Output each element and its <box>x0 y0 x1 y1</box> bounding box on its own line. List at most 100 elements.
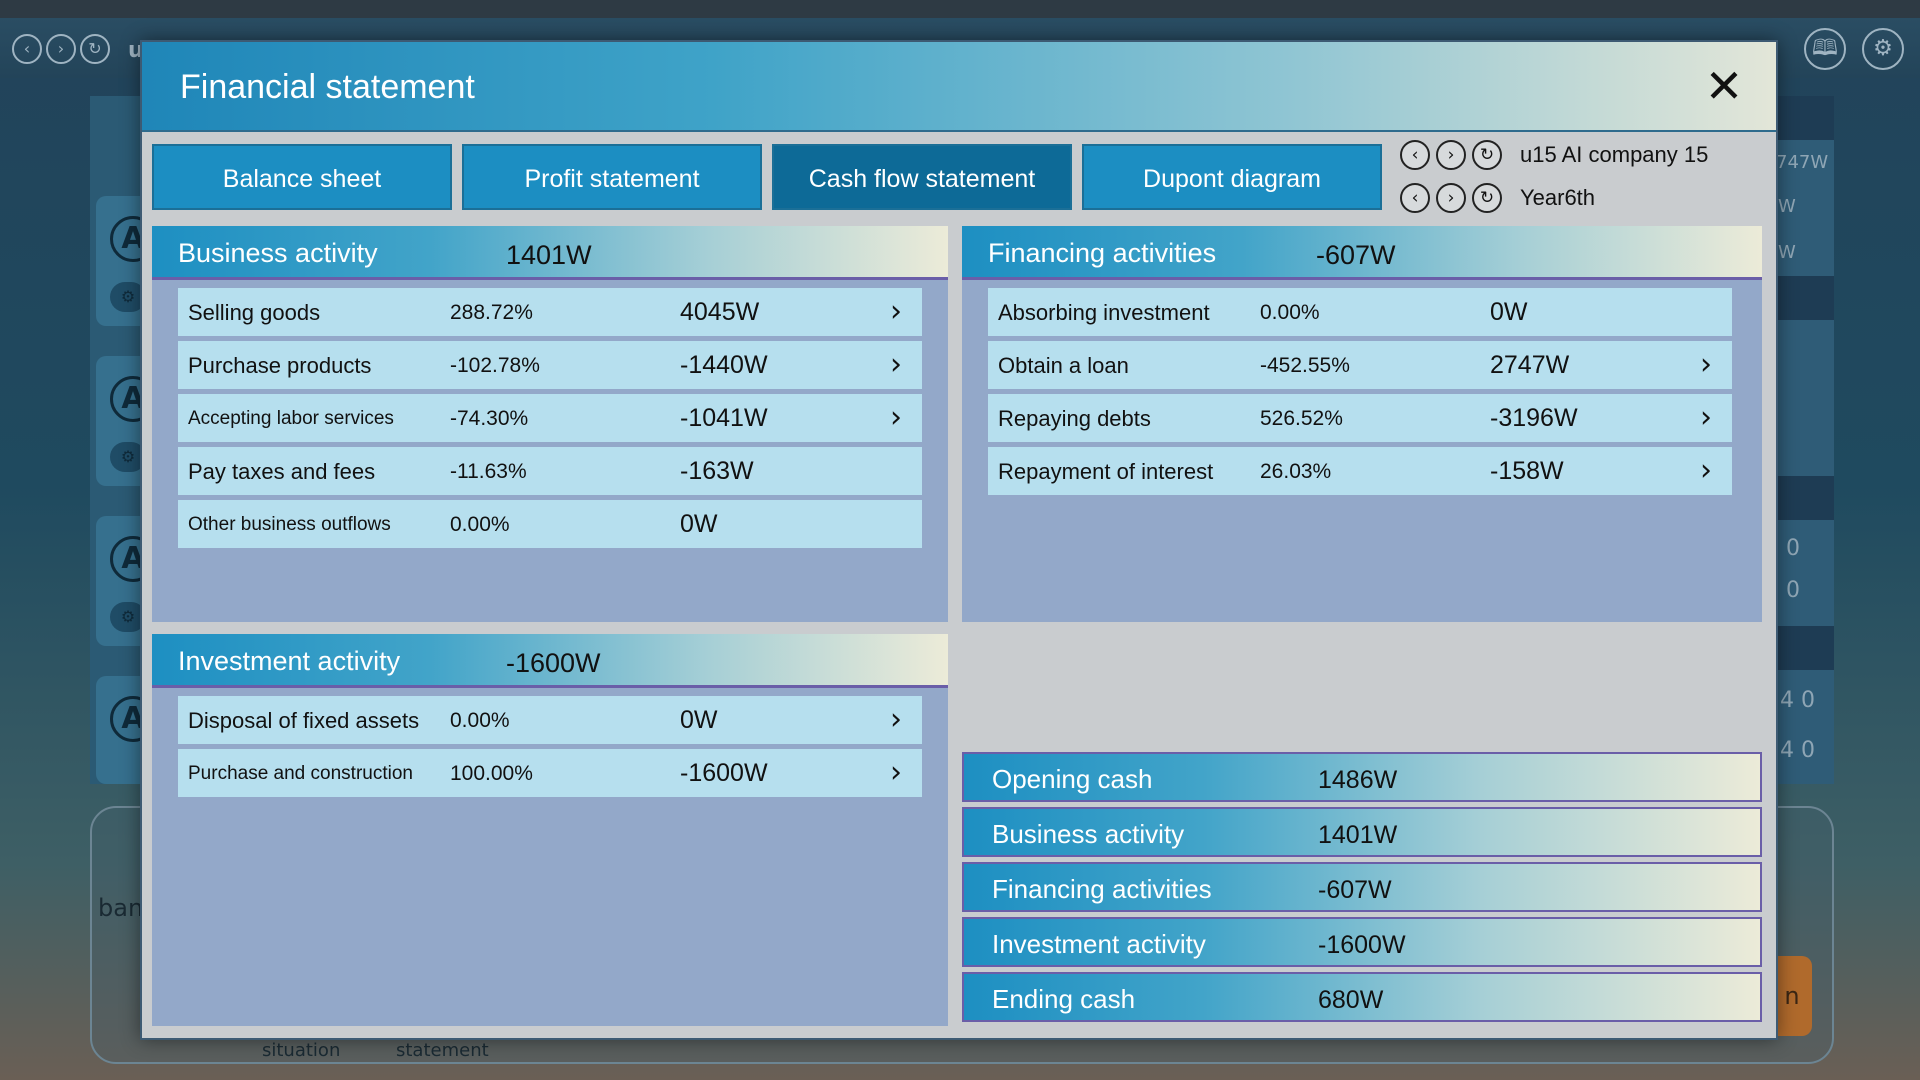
financing-activities-header: Financing activities -607W <box>962 226 1762 280</box>
bg-right-band <box>1776 476 1834 520</box>
row-label: Repaying debts <box>998 406 1151 431</box>
financing-row-absorbing-investment: Absorbing investment 0.00% 0W <box>988 288 1732 336</box>
investment-row-purchase-and-construction[interactable]: Purchase and construction 100.00% -1600W… <box>178 749 922 797</box>
financing-row-obtain-a-loan[interactable]: Obtain a loan -452.55% 2747W › <box>988 341 1732 389</box>
row-label: Disposal of fixed assets <box>188 708 420 733</box>
tab-balance-sheet[interactable]: Balance sheet <box>152 144 452 210</box>
row-label: Pay taxes and fees <box>188 459 376 484</box>
row-amount: -158W <box>1490 457 1564 485</box>
bg-bottom-text: ban <box>98 894 144 922</box>
year-prev-icon[interactable]: ‹ <box>1400 183 1430 213</box>
chevron-right-icon[interactable]: › <box>890 400 902 435</box>
summary-label: Investment activity <box>992 929 1206 959</box>
summary-value: 1401W <box>1318 821 1398 849</box>
chevron-right-icon[interactable]: › <box>890 755 902 790</box>
summary-label: Ending cash <box>992 984 1136 1014</box>
investment-row-disposal-of-fixed-assets[interactable]: Disposal of fixed assets 0.00% 0W › <box>178 696 922 744</box>
row-percent: 26.03% <box>1260 460 1332 483</box>
modal-header: Financial statement ✕ <box>142 42 1776 132</box>
financing-activities-total: -607W <box>1316 240 1396 270</box>
row-amount: 0W <box>1490 298 1528 326</box>
business-activity-header: Business activity 1401W <box>152 226 948 280</box>
row-amount: -1041W <box>680 404 768 432</box>
row-percent: 0.00% <box>450 513 510 536</box>
row-amount: 4045W <box>680 298 760 326</box>
bg-settings-icon: ⚙ <box>1862 28 1904 70</box>
business-row-purchase-products[interactable]: Purchase products -102.78% -1440W › <box>178 341 922 389</box>
financing-row-repayment-of-interest[interactable]: Repayment of interest 26.03% -158W › <box>988 447 1732 495</box>
bg-right-text: 4 0 <box>1780 688 1815 713</box>
business-row-pay-taxes-and-fees: Pay taxes and fees -11.63% -163W <box>178 447 922 495</box>
summary-business-activity: Business activity 1401W <box>962 807 1762 857</box>
summary-value: -1600W <box>1318 931 1406 959</box>
summary-value: 680W <box>1318 986 1384 1014</box>
summary-value: 1486W <box>1318 766 1398 794</box>
investment-activity-title: Investment activity <box>178 646 401 676</box>
row-amount: -1440W <box>680 351 768 379</box>
row-amount: 2747W <box>1490 351 1570 379</box>
row-percent: -102.78% <box>450 354 540 377</box>
financing-activities-panel: Financing activities -607W Absorbing inv… <box>960 224 1764 624</box>
row-label: Purchase and construction <box>188 763 413 784</box>
investment-activity-panel: Investment activity -1600W Disposal of f… <box>150 632 950 1028</box>
chevron-right-icon[interactable]: › <box>1700 347 1712 382</box>
row-percent: 0.00% <box>450 709 510 732</box>
investment-activity-total: -1600W <box>506 648 601 678</box>
modal-title: Financial statement <box>180 68 475 106</box>
row-label: Selling goods <box>188 300 321 325</box>
row-label: Repayment of interest <box>998 459 1214 484</box>
bg-right-text: W <box>1778 196 1796 217</box>
company-next-icon[interactable]: › <box>1436 140 1466 170</box>
year-refresh-icon[interactable]: ↻ <box>1472 183 1502 213</box>
year-label: Year6th <box>1520 185 1596 210</box>
row-amount: 0W <box>680 510 718 538</box>
bg-right-text: 0 <box>1786 536 1800 561</box>
company-refresh-icon[interactable]: ↻ <box>1472 140 1502 170</box>
financing-activities-title: Financing activities <box>988 238 1217 268</box>
row-label: Absorbing investment <box>998 300 1210 325</box>
summary-label: Business activity <box>992 819 1185 849</box>
bg-book-icon: 🕮 <box>1804 28 1846 70</box>
bg-refresh-icon: ↻ <box>80 34 110 64</box>
bg-top-letter: u <box>128 38 144 63</box>
bg-right-text: 0 <box>1786 578 1800 603</box>
tab-dupont-diagram[interactable]: Dupont diagram <box>1082 144 1382 210</box>
business-row-other-business-outflows: Other business outflows 0.00% 0W <box>178 500 922 548</box>
row-percent: -452.55% <box>1260 354 1350 377</box>
row-amount: -3196W <box>1490 404 1578 432</box>
chevron-right-icon[interactable]: › <box>890 702 902 737</box>
tab-profit-statement[interactable]: Profit statement <box>462 144 762 210</box>
business-row-accepting-labor-services[interactable]: Accepting labor services -74.30% -1041W … <box>178 394 922 442</box>
summary-investment-activity: Investment activity -1600W <box>962 917 1762 967</box>
company-prev-icon[interactable]: ‹ <box>1400 140 1430 170</box>
row-percent: 526.52% <box>1260 407 1343 430</box>
summary-opening-cash: Opening cash 1486W <box>962 752 1762 802</box>
chevron-right-icon[interactable]: › <box>1700 453 1712 488</box>
business-row-selling-goods[interactable]: Selling goods 288.72% 4045W › <box>178 288 922 336</box>
bg-forward-icon: › <box>46 34 76 64</box>
chevron-right-icon[interactable]: › <box>1700 400 1712 435</box>
year-next-icon[interactable]: › <box>1436 183 1466 213</box>
business-activity-total: 1401W <box>506 240 592 270</box>
row-label: Purchase products <box>188 353 372 378</box>
bg-right-band <box>1776 276 1834 320</box>
chevron-right-icon[interactable]: › <box>890 294 902 329</box>
row-percent: 288.72% <box>450 301 533 324</box>
financing-row-repaying-debts[interactable]: Repaying debts 526.52% -3196W › <box>988 394 1732 442</box>
bg-orange-text: n <box>1784 982 1800 1010</box>
bg-right-text: 747W <box>1776 152 1829 173</box>
business-activity-panel: Business activity 1401W Selling goods 28… <box>150 224 950 624</box>
bg-back-icon: ‹ <box>12 34 42 64</box>
row-label: Other business outflows <box>188 514 391 535</box>
bg-right-band <box>1776 626 1834 670</box>
row-amount: -1600W <box>680 759 768 787</box>
close-icon[interactable]: ✕ <box>1704 59 1744 113</box>
bg-right-band <box>1776 96 1834 140</box>
tab-cash-flow-statement[interactable]: Cash flow statement <box>772 144 1072 210</box>
row-amount: -163W <box>680 457 754 485</box>
row-amount: 0W <box>680 706 718 734</box>
summary-financing-activities: Financing activities -607W <box>962 862 1762 912</box>
row-label: Accepting labor services <box>188 408 394 429</box>
chevron-right-icon[interactable]: › <box>890 347 902 382</box>
bg-bottom-text: statement <box>396 1040 489 1061</box>
